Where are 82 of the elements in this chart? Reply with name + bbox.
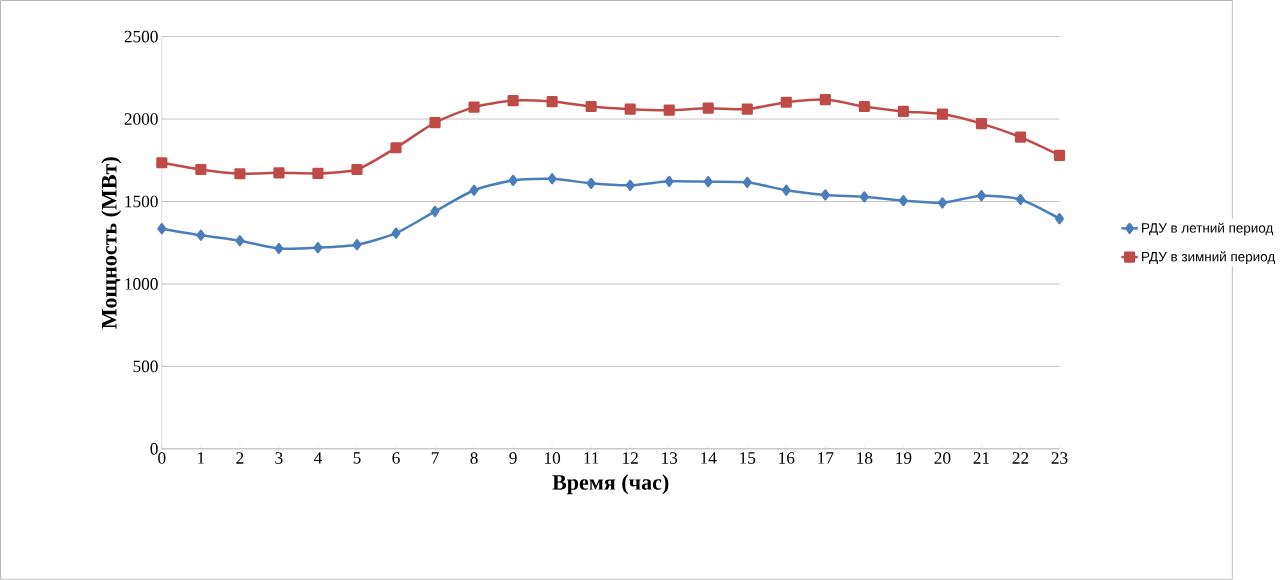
x-tick-label: 17 [818, 452, 834, 464]
point [508, 174, 518, 187]
point [156, 157, 168, 169]
point [274, 242, 284, 255]
point [780, 96, 792, 108]
legend-label: РДУ в летний период [1142, 222, 1274, 236]
point [469, 184, 479, 196]
point [235, 235, 245, 247]
point [975, 118, 988, 130]
point [781, 184, 791, 196]
point [430, 205, 440, 218]
point [1015, 194, 1025, 206]
point [390, 142, 402, 154]
point [976, 190, 986, 202]
point [547, 173, 557, 185]
point [936, 108, 948, 120]
x-axis-title: Время (час) [552, 474, 669, 495]
point [703, 176, 713, 188]
point [625, 179, 635, 191]
point [586, 177, 596, 190]
point [858, 101, 870, 113]
x-tick-label: 21 [973, 452, 990, 464]
point [1014, 131, 1027, 143]
point [664, 175, 674, 188]
point [742, 176, 752, 189]
y-tick-label: 2000 [124, 113, 158, 125]
point [1055, 213, 1064, 225]
point [702, 102, 714, 114]
x-tick-label: 6 [392, 452, 400, 464]
x-tick-label: 14 [701, 452, 717, 464]
point [859, 191, 869, 203]
point [741, 103, 753, 115]
y-tick-label: 1000 [125, 278, 158, 290]
point [820, 189, 830, 201]
point [352, 239, 362, 251]
x-tick-label: 23 [1051, 452, 1068, 464]
x-tick-label: 2 [236, 452, 244, 464]
point [391, 227, 401, 239]
x-tick-label: 20 [934, 452, 951, 464]
y-axis-title: Мощность (МВт) [101, 157, 122, 329]
legend-label: РДУ в зимний период [1142, 251, 1275, 265]
x-tick-label: 8 [470, 452, 478, 464]
point [819, 94, 831, 106]
point [468, 101, 480, 113]
x-tick-label: 11 [584, 452, 599, 464]
x-tick-label: 19 [896, 452, 912, 464]
point [429, 117, 441, 129]
point [273, 167, 285, 179]
y-tick-label: 0 [150, 443, 158, 455]
x-tick-label: 15 [740, 452, 756, 464]
point [196, 229, 206, 241]
x-tick-label: 18 [857, 452, 873, 464]
point [546, 96, 558, 108]
x-tick-label: 12 [623, 452, 638, 464]
point [195, 164, 207, 176]
y-tick-label: 1500 [125, 195, 158, 208]
point [663, 104, 675, 116]
point [313, 242, 323, 254]
y-tick-label: 500 [133, 360, 158, 373]
point [624, 103, 636, 115]
x-tick-label: 13 [662, 452, 678, 464]
x-tick-label: 9 [509, 452, 517, 464]
x-tick-label: 0 [158, 452, 166, 464]
point [585, 101, 597, 113]
x-tick-label: 3 [275, 452, 283, 464]
point [234, 168, 246, 180]
point [1053, 149, 1066, 161]
point [312, 167, 324, 180]
point [157, 223, 167, 235]
x-tick-label: 7 [431, 452, 439, 464]
x-tick-label: 1 [198, 452, 205, 464]
x-tick-label: 16 [779, 452, 795, 464]
y-tick-label: 2500 [124, 30, 158, 43]
x-tick-label: 10 [545, 452, 561, 464]
x-tick-label: 5 [353, 452, 361, 464]
point [898, 195, 908, 207]
point [351, 164, 363, 176]
x-tick-label: 4 [313, 452, 322, 464]
x-tick-label: 22 [1012, 452, 1029, 464]
point [897, 105, 909, 118]
point [937, 197, 947, 209]
point [507, 95, 519, 107]
